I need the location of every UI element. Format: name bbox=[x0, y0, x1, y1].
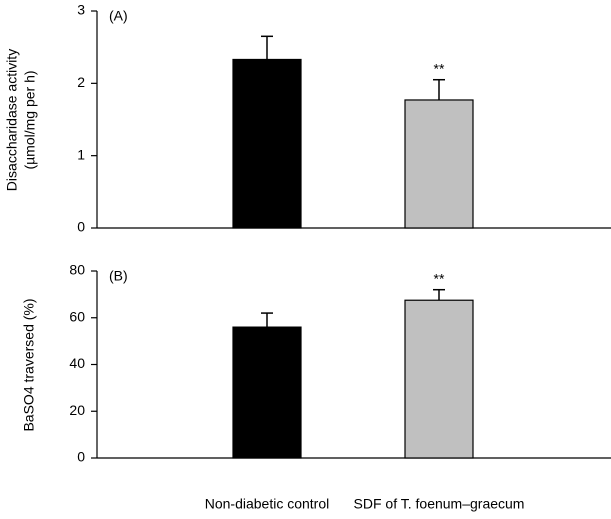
x-tick-label: Non-diabetic control bbox=[205, 496, 330, 512]
panel-label: (A) bbox=[109, 8, 128, 24]
significance: ** bbox=[434, 60, 445, 76]
y-tick-label: 60 bbox=[69, 308, 85, 324]
x-tick-label: SDF of T. foenum–graecum bbox=[354, 496, 525, 512]
y-axis-label: (µmol/mg per h) bbox=[22, 70, 38, 169]
bar bbox=[232, 326, 302, 459]
panel-label: (B) bbox=[109, 268, 128, 284]
y-tick-label: 40 bbox=[69, 355, 85, 371]
y-tick-label: 3 bbox=[77, 2, 85, 18]
bar bbox=[404, 99, 474, 229]
y-tick-label: 2 bbox=[77, 74, 85, 90]
y-axis-label: Disaccharidase activity bbox=[4, 49, 20, 191]
significance: ** bbox=[434, 270, 445, 286]
y-tick-label: 1 bbox=[77, 146, 85, 162]
y-tick-label: 20 bbox=[69, 402, 85, 418]
y-tick-label: 0 bbox=[77, 219, 85, 235]
bar bbox=[404, 299, 474, 459]
y-axis-label: BaSO4 traversed (%) bbox=[21, 298, 37, 431]
y-tick-label: 0 bbox=[77, 449, 85, 465]
bar bbox=[232, 58, 302, 229]
y-tick-label: 80 bbox=[69, 262, 85, 278]
